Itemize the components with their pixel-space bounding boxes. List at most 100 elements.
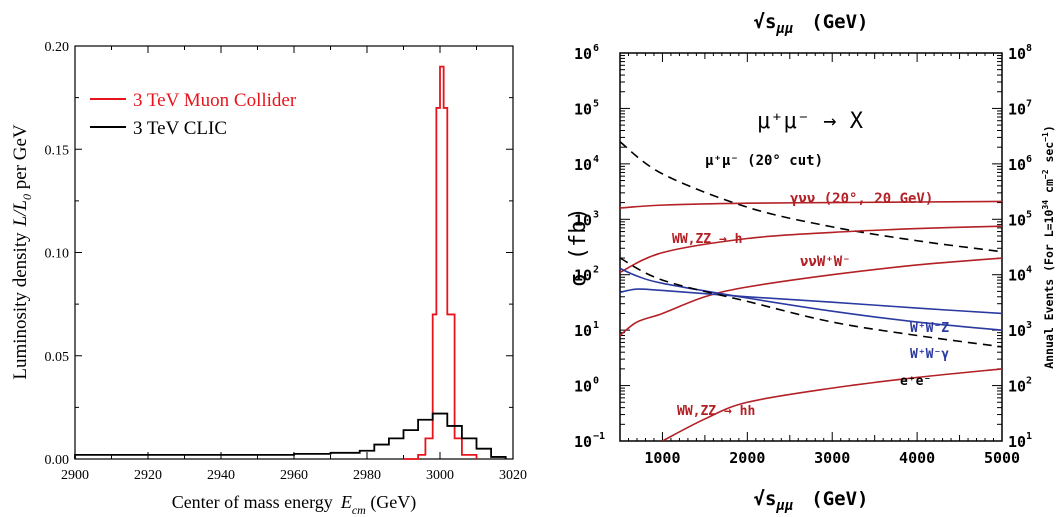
left-x-tick-label: 2940: [207, 468, 235, 483]
curve-label-gnn: γνν (20°, 20 GeV): [790, 191, 933, 207]
right-secondary-y-tick-exponent: 3: [1026, 320, 1032, 331]
tick-base: 10: [574, 156, 592, 174]
bottom-label-unit: (GeV): [811, 488, 868, 510]
left-ylabel-symbol: L/L: [10, 200, 31, 227]
left-xlabel-symbol: E: [340, 492, 352, 512]
tick-base: 10: [574, 45, 592, 63]
left-x-tick-label: 3020: [499, 468, 527, 483]
secondary-ylabel-b: cm: [1042, 179, 1056, 200]
left-y-tick-label: 0.15: [45, 143, 70, 158]
right-y-tick-label: 10: [574, 211, 592, 229]
process-label: μ⁺μ⁻ → X: [757, 109, 864, 134]
right-secondary-y-tick-exponent: 6: [1026, 154, 1032, 165]
left-x-tick-label: 3000: [426, 468, 454, 483]
right-x-tick-label: 5000: [984, 449, 1020, 467]
right-y-tick-exponent: 4: [593, 154, 599, 165]
curve-label-wwz: W⁺W⁻Z: [910, 321, 949, 336]
right-y-tick-exponent: 6: [593, 43, 599, 54]
left-ylabel-unit: per GeV: [10, 124, 31, 194]
bottom-label-root: √s: [754, 488, 777, 510]
left-xlabel-text: Center of mass energy: [172, 492, 333, 512]
right-y-tick-exponent: 5: [593, 98, 599, 109]
left-y-tick-label: 0.00: [45, 453, 70, 468]
series-line-clic: [74, 412, 507, 459]
right-secondary-y-tick-label: 10: [1008, 45, 1026, 63]
series-line-wwz: [620, 288, 1002, 315]
curve-label-nnww: ννW⁺W⁻: [800, 254, 851, 270]
series-line-ee: [620, 257, 1002, 348]
right-y-tick-label: 10: [574, 378, 592, 396]
right-plot-frame: [619, 52, 1003, 442]
series-line-mumu: [620, 141, 1002, 253]
curve-label-wwzzhh: WW,ZZ → hh: [677, 404, 755, 419]
left-ylabel-text: Luminosity density: [10, 232, 31, 380]
right-y-tick-label: 10: [574, 433, 592, 451]
legend-label-clic: 3 TeV CLIC: [133, 118, 227, 139]
tick-base: 10: [574, 100, 592, 118]
right-secondary-y-tick-exponent: 5: [1026, 209, 1032, 220]
right-secondary-y-tick-label: 10: [1008, 322, 1026, 340]
left-y-tick-label: 0.05: [45, 350, 70, 365]
secondary-ylabel-sup3: −1: [1041, 132, 1050, 142]
right-y-tick-exponent: −1: [593, 431, 605, 442]
left-legend: 3 TeV Muon Collider 3 TeV CLIC: [90, 90, 297, 139]
secondary-ylabel-a: Annual Events (For L=10: [1042, 209, 1056, 368]
left-x-tick-label: 2980: [353, 468, 381, 483]
tick-base: 10: [574, 211, 592, 229]
right-y-tick-label: 10: [574, 45, 592, 63]
curve-label-wwg: W⁺W⁻γ: [910, 347, 949, 362]
top-label-sub: μμ: [775, 21, 793, 37]
right-secondary-y-tick-exponent: 8: [1026, 43, 1032, 54]
right-top-axis-label: √sμμ (GeV): [754, 11, 869, 37]
left-xlabel-unit: (GeV): [366, 492, 416, 513]
legend-label-muon-collider: 3 TeV Muon Collider: [133, 90, 297, 111]
left-x-axis-label: Center of mass energy Ecm (GeV): [172, 492, 417, 517]
right-y-tick-label: 10: [574, 267, 592, 285]
left-y-axis-label: Luminosity density L/L0 per GeV: [10, 124, 34, 380]
tick-base: 10: [574, 267, 592, 285]
left-ylabel-sub: 0: [20, 194, 34, 200]
series-line-muon-collider: [403, 65, 478, 460]
top-label-unit: (GeV): [811, 11, 868, 33]
left-y-tick-label: 0.10: [45, 247, 70, 262]
curve-label-mumu: μ⁺μ⁻ (20° cut): [705, 153, 823, 169]
right-secondary-y-tick-label: 10: [1008, 267, 1026, 285]
right-y-tick-exponent: 1: [593, 320, 599, 331]
right-y-tick-label: 10: [574, 100, 592, 118]
left-x-tick-label: 2960: [280, 468, 308, 483]
right-secondary-y-tick-exponent: 4: [1026, 265, 1032, 276]
series-line-wwzzhh: [662, 368, 1002, 441]
series-line-gnn: [620, 200, 1002, 209]
right-y-tick-exponent: 2: [593, 265, 599, 276]
secondary-ylabel-close: ): [1042, 125, 1056, 132]
curve-label-ee: e⁺e⁻: [900, 374, 931, 389]
tick-base: 10: [574, 378, 592, 396]
right-secondary-y-tick-label: 10: [1008, 100, 1026, 118]
right-x-tick-label: 1000: [644, 449, 680, 467]
left-x-tick-label: 2920: [134, 468, 162, 483]
right-y-tick-exponent: 0: [593, 376, 599, 387]
series-line-nnww: [620, 257, 1002, 337]
right-secondary-y-axis-label: Annual Events (For L=1034 cm−2 sec−1): [1041, 125, 1056, 369]
left-y-tick-label: 0.20: [45, 40, 70, 55]
right-secondary-y-tick-exponent: 2: [1026, 376, 1032, 387]
top-label-root: √s: [754, 11, 777, 33]
right-y-axis-label: σ (fb): [566, 207, 591, 286]
right-y-tick-label: 10: [574, 156, 592, 174]
right-x-tick-label: 2000: [729, 449, 765, 467]
secondary-ylabel-sup2: −2: [1041, 169, 1050, 179]
tick-base: 10: [574, 433, 592, 451]
right-secondary-y-tick-label: 10: [1008, 433, 1026, 451]
luminosity-chart: 2900 2920 2940 2960 2980 3000 3020 0.00 0.05 0.1…: [10, 40, 527, 517]
right-secondary-y-tick-exponent: 7: [1026, 98, 1032, 109]
secondary-ylabel-sup1: 34: [1041, 200, 1050, 210]
tick-base: 10: [574, 322, 592, 340]
curve-label-wwzzh: WW,ZZ → h: [672, 232, 742, 247]
right-secondary-y-tick-label: 10: [1008, 211, 1026, 229]
right-secondary-y-tick-label: 10: [1008, 378, 1026, 396]
bottom-label-sub: μμ: [775, 498, 793, 514]
left-xlabel-sub: cm: [352, 503, 366, 517]
right-x-axis-label: √sμμ (GeV): [754, 488, 869, 514]
